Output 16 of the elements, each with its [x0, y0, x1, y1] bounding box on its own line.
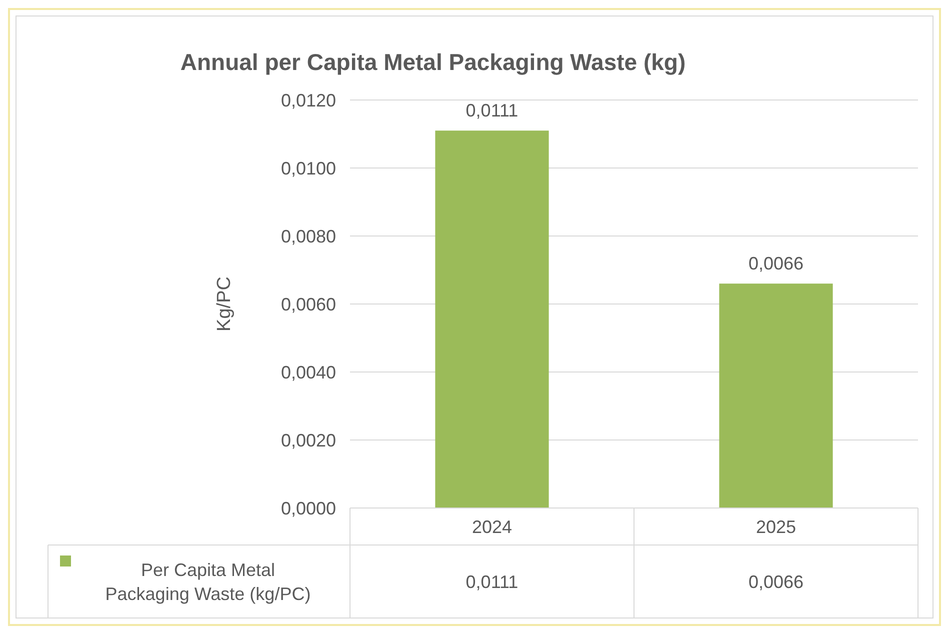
data-label: 0,0066 [748, 572, 804, 592]
data-label: 0,0111 [466, 572, 518, 592]
y-tick-label: 0,0100 [280, 158, 336, 178]
chart-title: Annual per Capita Metal Packaging Waste (kg) [180, 49, 686, 75]
text: 0,0111 [466, 100, 518, 121]
y-tick-label: 0,0000 [280, 498, 336, 518]
text: 0,0066 [748, 254, 804, 274]
x-tick-label: 2025 [756, 516, 796, 537]
y-tick-label: 0,0120 [280, 90, 336, 110]
y-tick-label: 0,0020 [280, 430, 336, 450]
y-tick-label: 0,0080 [280, 226, 336, 246]
y-tick-label: 0,0040 [280, 362, 336, 382]
x-tick-label: 2024 [472, 516, 512, 537]
y-axis-title: Kg/PC [214, 276, 235, 332]
y-tick-label: 0,0060 [280, 294, 336, 314]
text: Per Capita Metal Packaging Waste (kg/PC) [105, 560, 311, 604]
